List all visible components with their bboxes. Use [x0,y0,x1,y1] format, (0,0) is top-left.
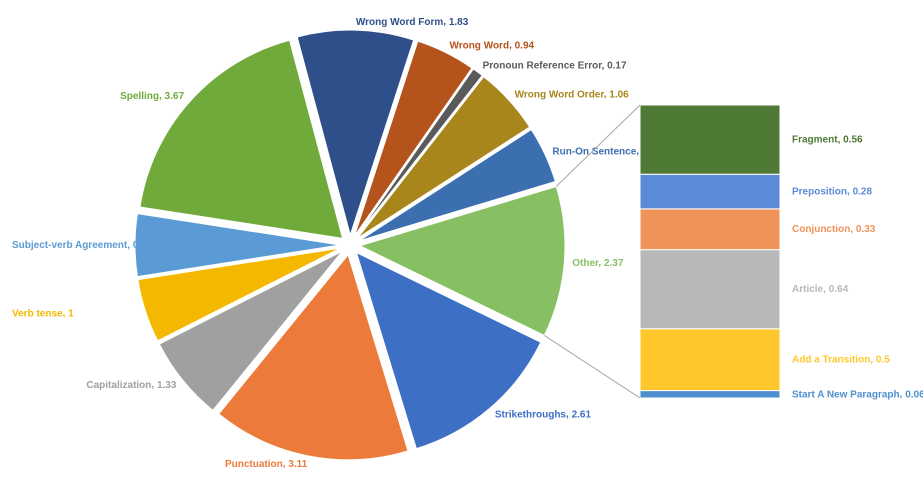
label-value: 0.64 [829,284,849,295]
bar-segment [639,249,781,330]
label-value: 1.83 [449,17,469,28]
label-value: 2.37 [604,257,624,268]
label-value: 0.56 [843,134,863,145]
label-category: Other [572,257,599,268]
data-label: Article, 0.64 [792,284,849,295]
pie-slice [355,68,483,238]
label-category: Preposition [792,186,847,197]
label-category: Verb tense [12,308,63,319]
data-label: Fragment, 0.56 [792,134,863,145]
pie-slice [358,185,566,337]
label-value: 0.5 [876,354,890,365]
label-value: 3.67 [165,91,185,102]
label-category: Conjunction [792,224,850,235]
bar-segment [639,208,781,251]
label-value: 0.98 [133,240,153,251]
label-category: Subject-verb Agreement [12,240,128,251]
label-category: Strikethroughs [495,409,567,420]
label-category: Start A New Paragraph [792,389,900,400]
data-label: Wrong Word, 0.94 [449,40,534,51]
label-category: Wrong Word Form [356,17,444,28]
data-label: Other, 2.37 [572,257,624,268]
label-value: 0.06 [905,389,923,400]
pie-slice [355,251,542,450]
data-label: Strikethroughs, 2.61 [495,409,592,420]
data-label: Add a Transition, 0.5 [792,354,890,365]
data-label: Capitalization, 1.33 [86,380,176,391]
label-category: Capitalization [86,380,151,391]
pie-slice [158,250,343,412]
bar-segment [639,390,781,399]
data-label: Spelling, 3.67 [120,91,184,102]
bar-segment [639,104,781,175]
label-category: Wrong Word Order [515,89,605,100]
data-label: Punctuation, 3.11 [225,458,308,469]
label-category: Punctuation [225,458,283,469]
label-category: Fragment [792,134,838,145]
label-category: Add a Transition [792,354,870,365]
data-label: Subject-verb Agreement, 0.98 [12,240,153,251]
label-value: 0.17 [607,60,627,71]
label-category: Run-On Sentence [552,146,636,157]
label-category: Article [792,284,824,295]
label-value: 0.94 [515,40,535,51]
data-label: Preposition, 0.28 [792,186,872,197]
label-value: 3.11 [288,458,307,469]
label-value: 1.06 [609,89,629,100]
label-value: 0.33 [856,224,876,235]
label-category: Spelling [120,91,159,102]
pie-slice [218,253,409,461]
label-value: 1.33 [157,380,177,391]
connector-line [555,104,641,187]
bar-segment [639,173,781,210]
label-value: 1 [68,308,74,319]
pie-slice [353,40,473,237]
data-label: Pronoun Reference Error, 0.17 [483,60,627,71]
pie-slice [139,39,344,239]
pie-slice [358,128,556,242]
label-value: 2.61 [572,409,592,420]
data-label: Start A New Paragraph, 0.06 [792,389,923,400]
pie-slice [134,213,341,278]
label-value: 0.28 [853,186,873,197]
data-label: Wrong Word Order, 1.06 [515,89,630,100]
data-label: Conjunction, 0.33 [792,224,876,235]
label-category: Wrong Word [449,40,509,51]
pie-slice [296,29,415,237]
label-category: Pronoun Reference Error [483,60,603,71]
data-label: Verb tense, 1 [12,308,74,319]
connector-line [544,335,641,399]
pie-slice [137,247,341,342]
pie-slice [356,76,531,239]
bar-segment [639,328,781,392]
data-label: Wrong Word Form, 1.83 [356,17,469,28]
